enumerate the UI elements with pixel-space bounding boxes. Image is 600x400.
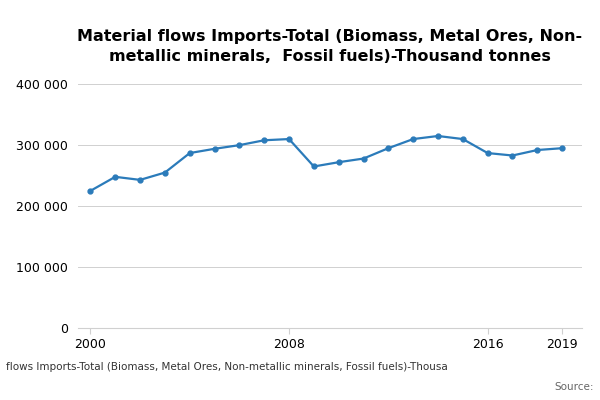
Text: Source:: Source: [554,382,594,392]
Text: flows Imports-Total (Biomass, Metal Ores, Non-metallic minerals, Fossil fuels)-T: flows Imports-Total (Biomass, Metal Ores… [6,362,448,372]
Title: Material flows Imports-Total (Biomass, Metal Ores, Non-
metallic minerals,  Foss: Material flows Imports-Total (Biomass, M… [77,29,583,64]
